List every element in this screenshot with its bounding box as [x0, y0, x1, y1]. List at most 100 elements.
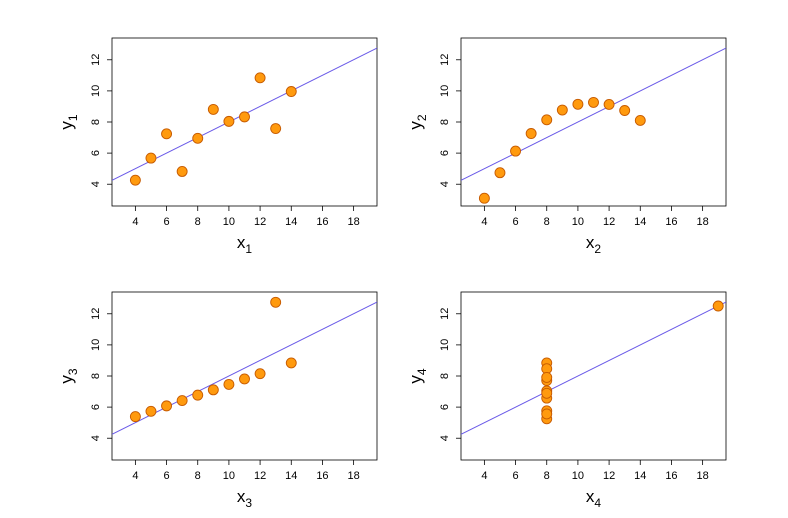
x-tick-label: 6 [163, 216, 169, 228]
data-point [541, 114, 553, 126]
regression-line-4 [461, 301, 726, 435]
x-tick-label: 14 [285, 470, 297, 482]
y-axis-subscript: 4 [415, 368, 429, 375]
x-tick-label: 4 [481, 216, 487, 228]
data-point [129, 411, 141, 423]
data-point [588, 96, 599, 108]
y-tick-label: 4 [90, 181, 102, 187]
x-tick-label: 10 [223, 470, 235, 482]
y-tick-label: 6 [439, 404, 451, 410]
y-tick-label: 10 [439, 339, 451, 351]
y-axis-title-1: y1 [57, 114, 80, 130]
x-tick-label: 12 [254, 470, 266, 482]
x-tick-label: 18 [347, 470, 359, 482]
data-point [556, 104, 568, 116]
x-axis-title-3: x3 [237, 487, 253, 510]
y-axis-title-4: y4 [406, 368, 429, 384]
data-point [494, 167, 506, 179]
x-axis-subscript: 2 [594, 242, 601, 256]
x-tick-label: 10 [223, 216, 235, 228]
y-axis-label: y [406, 375, 425, 384]
data-point [207, 384, 219, 396]
data-point [270, 123, 282, 134]
plot-frame-4 [460, 291, 727, 461]
x-tick-label: 14 [634, 470, 646, 482]
y-tick-label: 12 [439, 308, 451, 320]
x-tick-label: 14 [285, 216, 297, 228]
data-point [525, 128, 537, 139]
x-tick-label: 6 [512, 470, 518, 482]
x-tick-label: 18 [347, 216, 359, 228]
y-tick-label: 4 [439, 435, 451, 441]
data-point [572, 98, 584, 110]
y-tick-label: 4 [90, 435, 102, 441]
data-point [478, 192, 490, 204]
y-axis-title-2: y2 [406, 114, 429, 130]
data-point [603, 98, 615, 110]
y-axis-title-3: y3 [57, 368, 80, 384]
x-axis-title-1: x1 [237, 233, 253, 256]
x-axis-title-4: x4 [586, 487, 602, 510]
y-tick-label: 12 [90, 54, 102, 66]
x-tick-label: 10 [572, 470, 584, 482]
y-tick-label: 6 [439, 150, 451, 156]
data-point [145, 405, 157, 417]
y-axis-label: y [57, 121, 76, 130]
data-point [254, 368, 266, 380]
x-tick-label: 12 [603, 470, 615, 482]
data-point [207, 103, 219, 115]
y-axis-subscript: 1 [66, 114, 80, 121]
data-point [161, 400, 173, 412]
data-point [285, 86, 297, 97]
x-tick-label: 6 [512, 216, 518, 228]
x-tick-label: 12 [254, 216, 266, 228]
y-tick-label: 6 [90, 150, 102, 156]
plot-frame-2 [460, 37, 727, 207]
data-point [541, 371, 553, 383]
data-point [176, 395, 188, 407]
x-tick-label: 8 [544, 470, 550, 482]
y-tick-label: 10 [439, 85, 451, 97]
x-axis-label: x [237, 487, 246, 506]
x-tick-label: 16 [665, 470, 677, 482]
x-axis-title-2: x2 [586, 233, 602, 256]
data-point [176, 166, 188, 177]
data-point [129, 174, 141, 186]
y-tick-label: 12 [90, 308, 102, 320]
y-tick-label: 8 [439, 119, 451, 125]
x-tick-label: 4 [132, 216, 138, 228]
x-tick-label: 18 [696, 216, 708, 228]
data-point [619, 105, 631, 116]
y-tick-label: 12 [439, 54, 451, 66]
x-tick-label: 8 [544, 216, 550, 228]
data-point [223, 378, 235, 390]
data-point [223, 115, 235, 127]
x-tick-label: 12 [603, 216, 615, 228]
y-axis-subscript: 3 [66, 368, 80, 375]
data-point [541, 408, 553, 420]
x-tick-label: 4 [132, 470, 138, 482]
x-axis-subscript: 4 [594, 496, 601, 510]
data-point [192, 132, 204, 144]
x-tick-label: 16 [316, 470, 328, 482]
y-tick-label: 10 [90, 85, 102, 97]
x-axis-subscript: 1 [245, 242, 252, 256]
data-point [285, 357, 297, 369]
x-tick-label: 16 [665, 216, 677, 228]
y-axis-label: y [406, 121, 425, 130]
x-axis-label: x [586, 233, 595, 252]
x-axis-label: x [237, 233, 246, 252]
data-point [254, 72, 266, 84]
data-point [161, 128, 173, 140]
data-point [192, 389, 204, 401]
x-tick-label: 10 [572, 216, 584, 228]
data-point [634, 114, 646, 126]
data-point [510, 145, 522, 157]
data-point [239, 111, 250, 123]
y-tick-label: 10 [90, 339, 102, 351]
